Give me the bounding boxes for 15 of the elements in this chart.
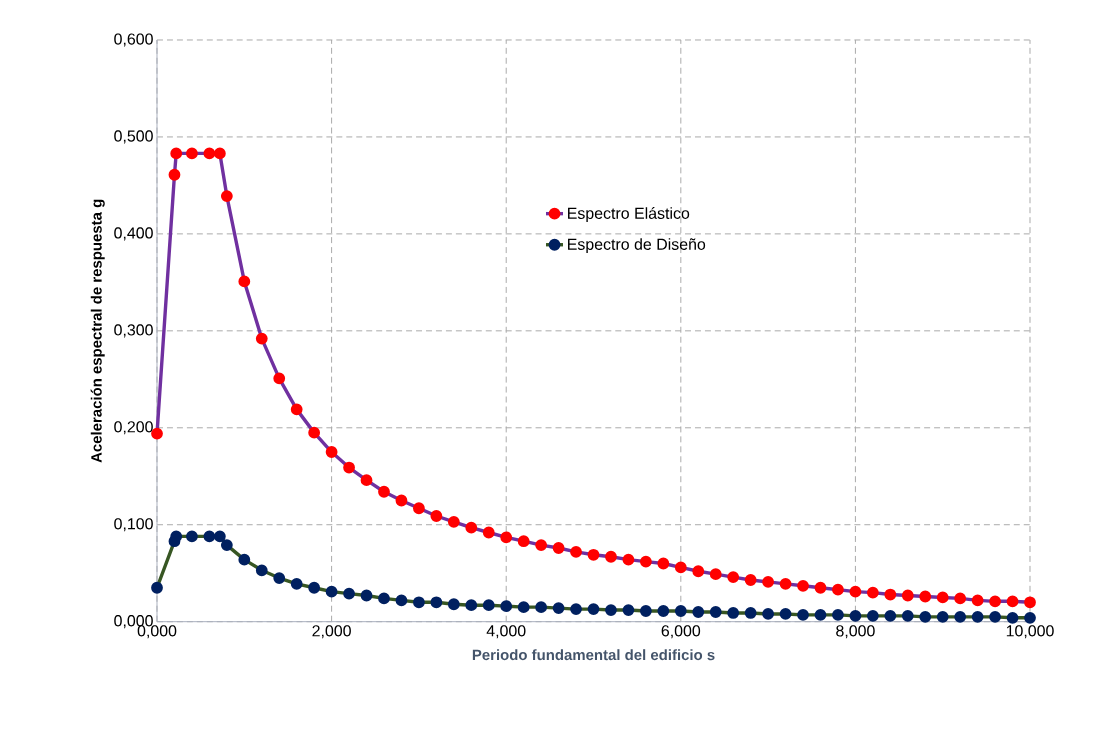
y-axis-title: Aceleración espectral de respuesta g <box>90 199 105 463</box>
legend-label: Espectro de Diseño <box>568 238 706 254</box>
x-tick-label: 4,000 <box>486 625 526 639</box>
x-tick-label: 10,000 <box>1006 625 1054 639</box>
y-tick-label: 0,600 <box>114 33 153 47</box>
y-tick-label: 0,200 <box>114 421 153 435</box>
y-tick-label: 0,300 <box>114 324 153 338</box>
x-tick-label: 8,000 <box>836 625 875 639</box>
y-tick-label: 0,500 <box>114 130 153 144</box>
x-axis-title: Periodo fundamental del edificio s <box>472 649 715 661</box>
y-tick-label: 0,100 <box>114 518 153 532</box>
x-tick-label: 6,000 <box>661 625 701 639</box>
y-tick-label: 0,400 <box>114 227 153 241</box>
x-tick-label: 2,000 <box>312 625 351 639</box>
legend-label: Espectro Elástico <box>568 207 690 223</box>
